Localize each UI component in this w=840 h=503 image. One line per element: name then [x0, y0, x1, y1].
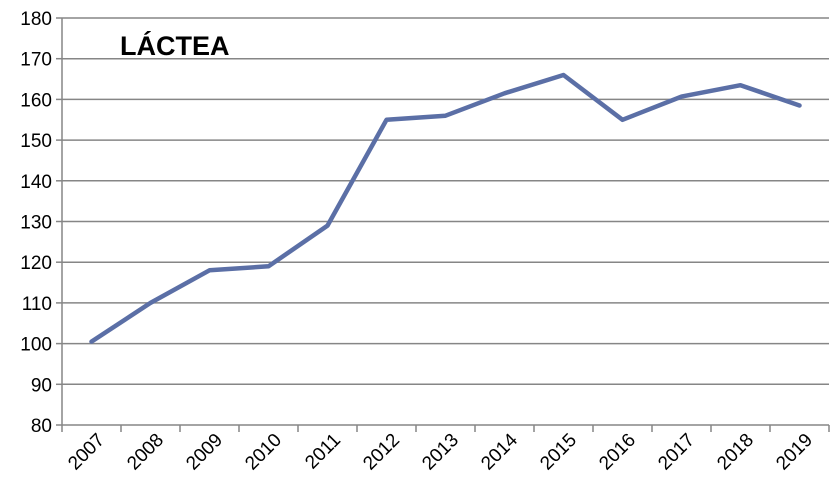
x-tick-label: 2008: [123, 430, 168, 475]
y-tick-label: 170: [20, 50, 52, 71]
y-tick-label: 130: [20, 213, 52, 234]
y-tick-label: 80: [31, 416, 52, 437]
y-tick-label: 100: [20, 335, 52, 356]
x-tick-label: 2010: [241, 430, 286, 475]
x-tick-label: 2018: [713, 430, 758, 475]
x-tick-label: 2007: [64, 430, 109, 475]
axes: [56, 17, 830, 432]
y-tick-label: 150: [20, 131, 52, 152]
x-tick-label: 2012: [359, 430, 404, 475]
x-tick-label: 2009: [182, 430, 227, 475]
y-tick-label: 140: [20, 172, 52, 193]
gridlines: [62, 17, 829, 386]
y-tick-label: 160: [20, 90, 52, 111]
x-tick-label: 2017: [654, 430, 699, 475]
series-group: [89, 72, 802, 344]
chart-title: LÁCTEA: [120, 30, 230, 61]
series-line: [89, 72, 802, 344]
x-tick-label: 2013: [418, 430, 463, 475]
x-tick-label: 2011: [301, 430, 345, 474]
y-tick-labels: 80 90 100 110 120 130 140 150 160 170 180: [20, 9, 52, 437]
x-tick-labels: 2007 2008 2009 2010 2011 2012 2013 2014 2015 2016…: [64, 429, 817, 474]
x-tick-label: 2014: [477, 429, 522, 474]
y-tick-label: 90: [31, 375, 52, 396]
x-tick-label: 2015: [536, 430, 581, 475]
y-tick-label: 110: [22, 294, 52, 315]
x-tick-label: 2019: [772, 430, 817, 475]
x-tick-label: 2016: [595, 430, 640, 475]
y-tick-label: 120: [20, 253, 52, 274]
y-tick-label: 180: [20, 9, 52, 30]
